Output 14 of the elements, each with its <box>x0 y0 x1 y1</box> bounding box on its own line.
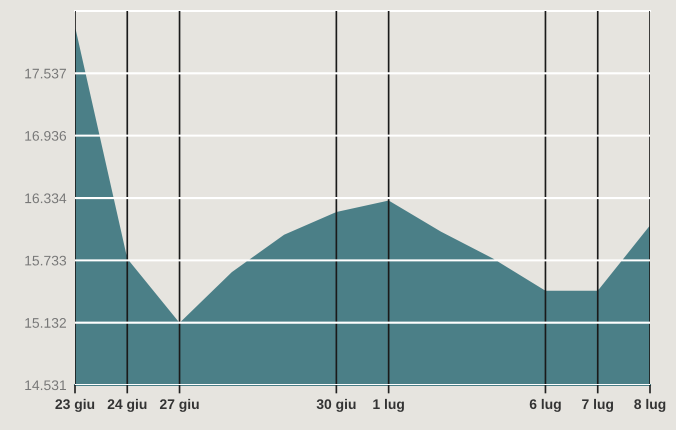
x-tick-label: 27 giu <box>160 398 199 412</box>
y-tick-label: 15.733 <box>25 256 66 266</box>
x-tick-label: 7 lug <box>582 398 614 412</box>
y-tick-label: 16.936 <box>25 130 66 141</box>
x-tick-label: 6 lug <box>530 398 561 412</box>
y-tick-label: 17.537 <box>25 68 66 78</box>
y-tick-label: 16.334 <box>25 193 66 204</box>
y-tick-label: 14.531 <box>25 380 66 390</box>
x-tick-label: 30 giu <box>316 398 356 412</box>
y-tick-label: 15.132 <box>25 318 66 328</box>
x-tick-label: 1 lug <box>373 398 404 412</box>
x-tick-label: 8 lug <box>634 398 666 412</box>
x-tick-label: 24 giu <box>108 398 146 412</box>
x-tick-label: 23 giu <box>55 398 94 412</box>
